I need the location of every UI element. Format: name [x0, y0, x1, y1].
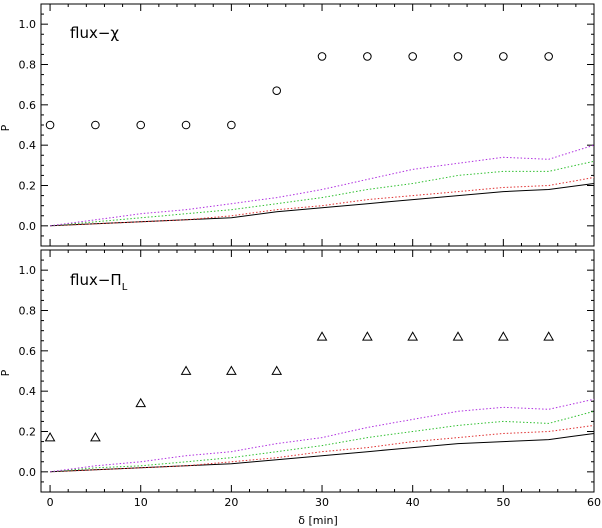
x-tick-label: 0 — [47, 496, 54, 509]
data-point-circle — [363, 52, 372, 61]
x-tick-label: 10 — [134, 496, 148, 509]
data-point-triangle — [226, 365, 237, 375]
data-point-triangle — [361, 331, 373, 341]
series-line-dotted — [50, 410, 595, 473]
point-group — [45, 52, 553, 130]
data-point-circle — [453, 52, 463, 61]
series-line-dotted — [50, 424, 595, 473]
y-tick-label: 0.0 — [19, 220, 37, 233]
y-axis-label: P — [0, 369, 12, 376]
data-point-circle — [544, 52, 553, 61]
panel-flux-pi-l: flux−ΠL P δ [min] 0.0 0.2 0.4 0.6 0.8 1.0 0 10 2… — [0, 249, 601, 527]
data-point-circle — [499, 52, 508, 61]
data-point-triangle — [407, 331, 419, 341]
y-tick-label: 0.6 — [19, 99, 37, 112]
series-line-dotted — [50, 176, 595, 227]
tick-group: 0.0 0.2 0.4 0.6 0.8 1.0 — [19, 3, 595, 247]
data-point-circle — [272, 86, 282, 96]
y-tick-label: 0.6 — [19, 345, 37, 358]
x-tick-label: 60 — [587, 496, 601, 509]
data-point-triangle — [90, 432, 101, 442]
y-tick-label: 0.8 — [19, 59, 37, 72]
y-tick-label: 0.2 — [19, 426, 37, 439]
data-point-circle — [91, 120, 100, 130]
tick-group: 0.0 0.2 0.4 0.6 0.8 1.0 0 10 20 30 40 50 60 — [19, 249, 601, 509]
panel-title-subscript: L — [122, 282, 128, 293]
y-axis-label: P — [0, 124, 12, 131]
data-point-triangle — [135, 397, 147, 408]
series-line-dotted — [50, 398, 595, 473]
data-point-circle — [227, 120, 236, 130]
plot-frame — [40, 3, 595, 247]
data-point-triangle — [44, 432, 56, 442]
series-line-dotted — [50, 144, 595, 227]
data-point-triangle — [497, 331, 509, 341]
y-tick-label: 0.4 — [19, 139, 37, 152]
data-point-circle — [136, 120, 146, 130]
y-tick-label: 0.8 — [19, 305, 37, 318]
data-point-circle — [317, 52, 327, 61]
y-tick-label: 0.4 — [19, 385, 37, 398]
panel-flux-chi: flux−χ P 0.0 0.2 0.4 0.6 0.8 1.0 — [0, 3, 595, 247]
data-point-circle — [181, 120, 191, 130]
curve-group — [50, 144, 595, 227]
panel-title: flux−ΠL — [70, 271, 128, 293]
data-point-circle — [45, 120, 55, 130]
data-point-triangle — [543, 331, 555, 341]
data-point-triangle — [452, 331, 464, 341]
x-tick-label: 40 — [406, 496, 420, 509]
data-point-triangle — [316, 331, 328, 341]
x-tick-label: 50 — [496, 496, 510, 509]
data-point-circle — [408, 52, 417, 61]
y-tick-label: 1.0 — [19, 18, 37, 31]
x-tick-label: 20 — [224, 496, 238, 509]
series-line-dotted — [50, 160, 595, 227]
x-axis-label: δ [min] — [298, 514, 338, 527]
series-line-solid — [50, 433, 595, 473]
y-tick-label: 0.0 — [19, 466, 37, 479]
x-tick-label: 30 — [315, 496, 329, 509]
curve-group — [50, 398, 595, 473]
y-tick-label: 1.0 — [19, 264, 37, 277]
data-point-triangle — [271, 365, 283, 375]
data-point-triangle — [180, 365, 192, 375]
panel-title: flux−χ — [70, 24, 119, 42]
panel-title-main: flux−Π — [70, 271, 122, 289]
point-group — [44, 331, 555, 442]
series-line-solid — [50, 183, 595, 227]
y-tick-label: 0.2 — [19, 180, 37, 193]
